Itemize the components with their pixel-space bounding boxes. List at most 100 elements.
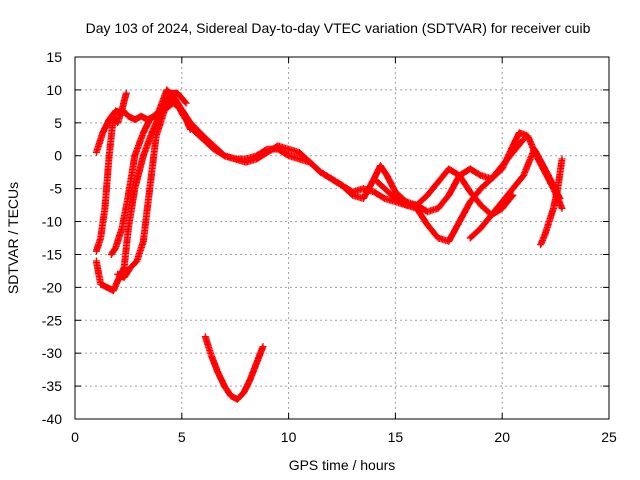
- data-point: [174, 98, 177, 101]
- data-point: [127, 194, 130, 197]
- data-point: [210, 355, 213, 358]
- data-point: [122, 276, 126, 279]
- data-marks: [92, 86, 566, 403]
- data-point: [127, 226, 130, 230]
- data-point: [539, 243, 542, 246]
- data-point: [216, 371, 220, 375]
- data-point: [120, 108, 124, 111]
- data-point: [110, 253, 113, 256]
- x-tick-label: 10: [281, 429, 297, 445]
- data-point: [383, 187, 386, 190]
- data-point: [526, 134, 530, 138]
- data-point: [142, 154, 145, 157]
- data-point: [436, 236, 440, 240]
- chart-title: Day 103 of 2024, Sidereal Day-to-day VTE…: [86, 20, 591, 36]
- data-point: [184, 101, 188, 105]
- data-point: [490, 213, 493, 217]
- data-point: [266, 151, 269, 154]
- data-point: [212, 147, 216, 151]
- data-point: [116, 273, 119, 276]
- data-point: [150, 131, 154, 134]
- data-point: [383, 197, 386, 200]
- data-point: [223, 154, 226, 157]
- data-point: [372, 177, 376, 180]
- data-point: [556, 187, 559, 190]
- series-arc-h: [466, 145, 564, 242]
- data-point: [379, 164, 382, 167]
- data-point: [511, 194, 515, 197]
- data-point: [133, 154, 137, 157]
- data-point: [308, 161, 312, 164]
- data-point: [319, 170, 322, 174]
- data-point: [394, 190, 397, 194]
- y-tick-label: -40: [42, 411, 62, 427]
- data-point: [426, 210, 429, 213]
- data-point: [479, 174, 483, 177]
- data-point: [511, 187, 515, 190]
- data-point: [518, 131, 521, 134]
- y-tick-label: 5: [54, 115, 62, 131]
- y-tick-label: -5: [50, 181, 63, 197]
- series-arc-i: [537, 155, 566, 249]
- data-point: [159, 108, 162, 111]
- data-point: [107, 154, 111, 157]
- x-axis-label: GPS time / hours: [289, 457, 396, 473]
- data-point: [340, 184, 344, 187]
- x-tick-label: 15: [388, 429, 404, 445]
- data-point: [415, 203, 418, 207]
- data-point: [140, 115, 143, 118]
- data-point: [142, 240, 145, 243]
- data-point: [468, 167, 472, 171]
- data-point: [127, 115, 130, 118]
- data-point: [447, 194, 450, 197]
- data-point: [103, 207, 107, 210]
- data-point: [287, 154, 290, 157]
- data-point: [135, 259, 139, 263]
- data-point: [112, 289, 115, 292]
- series-arc-j: [201, 333, 267, 403]
- data-point: [501, 200, 504, 203]
- series-arc-e: [114, 99, 528, 281]
- plot-frame: [74, 56, 610, 420]
- data-point: [479, 226, 483, 230]
- y-tick-label: -15: [42, 246, 62, 262]
- y-tick-label: -30: [42, 345, 62, 361]
- data-point: [426, 223, 429, 227]
- data-point: [447, 167, 450, 171]
- y-tick-label: 15: [46, 49, 62, 65]
- data-point: [116, 121, 119, 125]
- data-point: [133, 187, 137, 190]
- data-point: [522, 174, 525, 177]
- data-point: [120, 226, 124, 230]
- data-point: [298, 151, 301, 154]
- data-point: [165, 88, 169, 92]
- series-points: [118, 96, 517, 219]
- data-point: [242, 391, 245, 394]
- x-tick-label: 20: [494, 429, 510, 445]
- data-point: [330, 177, 333, 180]
- data-point: [479, 187, 483, 190]
- data-point: [154, 134, 158, 138]
- data-point: [95, 259, 98, 263]
- data-point: [560, 207, 564, 210]
- data-point: [552, 207, 555, 210]
- data-point: [468, 190, 472, 194]
- data-point: [229, 394, 233, 398]
- data-point: [180, 111, 183, 115]
- series-points: [114, 99, 528, 281]
- data-point: [490, 177, 493, 180]
- data-point: [287, 147, 290, 151]
- x-tick-label: 0: [71, 429, 79, 445]
- data-point: [543, 233, 547, 236]
- data-point: [543, 167, 547, 171]
- series-arc-f: [118, 96, 517, 219]
- data-point: [201, 138, 205, 141]
- data-point: [99, 236, 102, 240]
- x-tick-label: 5: [178, 429, 186, 445]
- data-point: [447, 240, 450, 243]
- data-point: [116, 279, 119, 282]
- data-point: [351, 194, 354, 197]
- data-point: [114, 246, 117, 250]
- data-point: [385, 174, 389, 177]
- y-tick-label: 10: [46, 82, 62, 98]
